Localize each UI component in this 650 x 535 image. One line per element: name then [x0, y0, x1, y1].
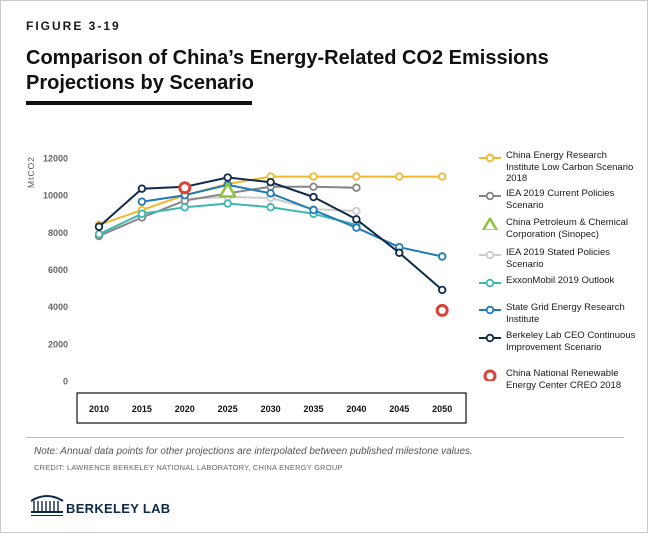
legend-marker: [479, 278, 501, 288]
data-point: [137, 197, 147, 206]
legend-label: China Energy Research Institute Low Carb…: [506, 150, 634, 184]
data-point: [438, 252, 447, 261]
data-point: [309, 172, 318, 181]
y-tick-label: 10000: [43, 191, 68, 201]
data-point: [352, 215, 361, 224]
y-tick-label: 2000: [48, 339, 68, 349]
data-point: [352, 172, 361, 181]
series-line: [141, 183, 443, 258]
legend-marker: [479, 305, 501, 315]
legend-item: China National Renewable Energy Center C…: [478, 368, 643, 394]
x-tick-label: 2025: [218, 404, 238, 414]
data-point: [309, 182, 318, 192]
footer-divider: [26, 437, 624, 438]
data-point: [223, 173, 232, 182]
data-point: [137, 209, 147, 218]
credit-line: CREDIT: LAWRENCE BERKELEY NATIONAL LABOR…: [34, 463, 343, 472]
data-point: [266, 177, 275, 187]
legend-item: China Petroleum & Chemical Corporation (…: [478, 217, 643, 245]
footnote: Note: Annual data points for other proje…: [34, 446, 473, 457]
data-point: [352, 223, 361, 232]
data-point: [352, 206, 361, 216]
data-point: [266, 189, 275, 198]
legend-label: China National Renewable Energy Center C…: [506, 368, 622, 391]
y-axis-title: MtCO2: [26, 156, 36, 188]
series-7: [178, 181, 449, 317]
x-axis-box: [76, 392, 467, 424]
legend-item: State Grid Energy Research Institute: [478, 302, 643, 328]
x-tick-label: 2020: [175, 404, 195, 414]
legend-item: China Energy Research Institute Low Carb…: [478, 150, 643, 186]
legend-label: IEA 2019 Stated Policies Scenario: [506, 247, 611, 270]
legend-marker: [479, 250, 501, 260]
y-tick-label: 12000: [43, 154, 68, 164]
data-point: [180, 203, 189, 212]
data-point: [352, 183, 361, 192]
legend-marker: [481, 218, 499, 230]
chart-title-line1: Comparison of China’s Energy-Related CO2…: [26, 47, 549, 69]
series-6: [94, 173, 447, 295]
legend-item: IEA 2019 Current Policies Scenario: [478, 188, 643, 214]
data-point: [438, 285, 447, 295]
x-tick-label: 2045: [389, 404, 409, 414]
data-point: [218, 182, 237, 198]
x-tick-label: 2030: [261, 404, 281, 414]
data-point: [395, 172, 404, 181]
y-tick-label: 6000: [48, 265, 68, 275]
legend-marker: [483, 369, 497, 381]
series-2: [218, 182, 237, 198]
chart-title: Comparison of China’s Energy-Related CO2…: [26, 46, 586, 96]
data-point: [223, 199, 232, 208]
data-point: [309, 192, 318, 202]
legend-item: ExxonMobil 2019 Outlook: [478, 275, 643, 301]
legend-label: Berkeley Lab CEO Continuous Improvement …: [506, 330, 636, 353]
x-tick-label: 2040: [346, 404, 366, 414]
data-point: [137, 184, 147, 193]
chart-title-line2: Projections by Scenario: [26, 72, 254, 94]
legend-item: IEA 2019 Stated Policies Scenario: [478, 247, 643, 273]
y-tick-label: 0: [63, 377, 68, 387]
legend-marker: [479, 191, 501, 201]
data-point: [266, 203, 275, 212]
berkeley-lab-logo: BERKELEY LAB: [30, 487, 180, 517]
series-4: [94, 199, 361, 239]
logo-text: BERKELEY LAB: [66, 501, 171, 516]
legend-marker: [479, 153, 501, 163]
data-point: [94, 222, 104, 231]
x-tick-label: 2035: [303, 404, 323, 414]
x-tick-label: 2050: [432, 404, 452, 414]
y-tick-label: 8000: [48, 228, 68, 238]
data-point: [94, 229, 104, 239]
data-point: [435, 303, 449, 317]
figure-label: FIGURE 3-19: [26, 19, 121, 33]
y-tick-label: 4000: [48, 302, 68, 312]
data-point: [178, 181, 192, 195]
legend-label: State Grid Energy Research Institute: [506, 302, 625, 325]
legend-marker: [479, 333, 501, 343]
legend-item: Berkeley Lab CEO Continuous Improvement …: [478, 330, 643, 366]
data-point: [438, 172, 447, 181]
x-tick-label: 2010: [89, 404, 109, 414]
data-point: [395, 248, 404, 257]
legend-label: ExxonMobil 2019 Outlook: [506, 275, 615, 286]
building-logo-icon: [30, 495, 64, 516]
x-tick-label: 2015: [132, 404, 152, 414]
title-underline: [26, 101, 252, 105]
legend-label: IEA 2019 Current Policies Scenario: [506, 188, 615, 211]
legend-label: China Petroleum & Chemical Corporation (…: [506, 217, 628, 240]
data-point: [309, 205, 318, 215]
